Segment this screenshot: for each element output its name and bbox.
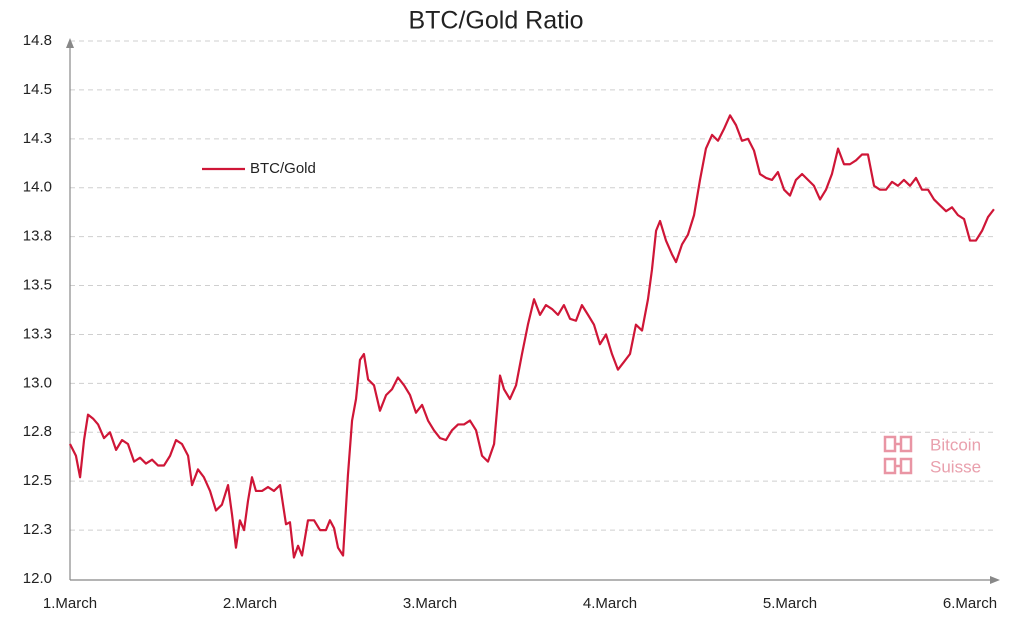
x-tick-label: 2.March bbox=[223, 595, 277, 612]
y-tick-label: 14.8 bbox=[23, 32, 52, 49]
x-axis-arrow bbox=[990, 576, 1000, 584]
y-tick-label: 14.5 bbox=[23, 81, 52, 98]
x-tick-label: 5.March bbox=[763, 595, 817, 612]
y-tick-label: 12.0 bbox=[23, 570, 52, 587]
y-tick-label: 12.3 bbox=[23, 521, 52, 538]
x-tick-label: 1.March bbox=[43, 595, 97, 612]
y-tick-label: 13.3 bbox=[23, 325, 52, 342]
grid bbox=[70, 40, 997, 531]
y-axis-arrow bbox=[66, 38, 74, 48]
y-tick-label: 12.8 bbox=[23, 423, 52, 440]
x-tick-label: 4.March bbox=[583, 595, 637, 612]
chart-title: BTC/Gold Ratio bbox=[408, 7, 583, 35]
y-tick-label: 13.5 bbox=[23, 277, 52, 294]
x-tick-label: 6.March bbox=[943, 595, 997, 612]
y-tick-label: 14.3 bbox=[23, 130, 52, 147]
legend-label: BTC/Gold bbox=[250, 160, 316, 177]
watermark-text: Bitcoin bbox=[930, 435, 981, 454]
data-line bbox=[69, 114, 995, 559]
x-tick-label: 3.March bbox=[403, 595, 457, 612]
watermark-logo bbox=[883, 435, 913, 475]
y-tick-label: 12.5 bbox=[23, 472, 52, 489]
watermark-text: Suisse bbox=[930, 457, 981, 476]
y-tick-label: 13.8 bbox=[23, 228, 52, 245]
y-tick-label: 14.0 bbox=[23, 179, 52, 196]
y-tick-label: 13.0 bbox=[23, 374, 52, 391]
